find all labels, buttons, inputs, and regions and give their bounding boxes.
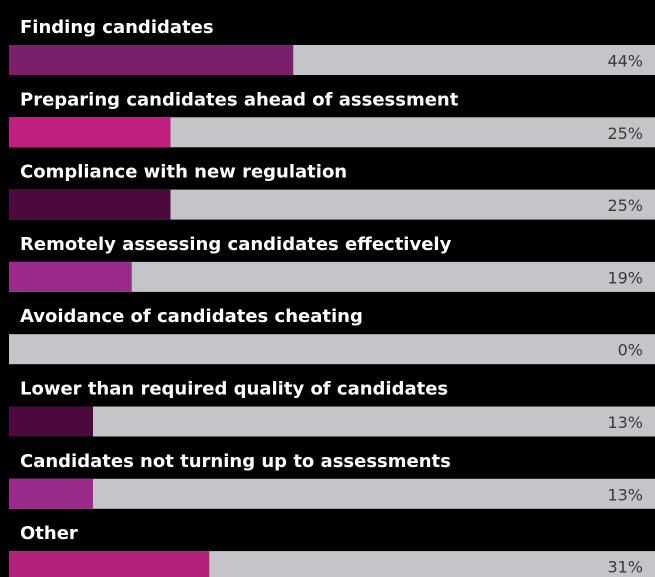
bar	[9, 45, 294, 75]
value-label: 25%	[607, 196, 643, 215]
bar-track	[9, 406, 655, 437]
value-label: 19%	[607, 268, 643, 287]
bar	[9, 189, 171, 220]
category-label: Preparing candidates ahead of assessment	[20, 89, 459, 110]
category-label: Remotely assessing candidates effectivel…	[20, 234, 452, 255]
bar	[9, 261, 132, 292]
category-label: Finding candidates	[20, 17, 214, 38]
category-label: Other	[20, 523, 78, 544]
value-label: 31%	[607, 558, 643, 577]
value-label: 13%	[607, 413, 643, 432]
category-label: Lower than required quality of candidate…	[20, 379, 448, 400]
category-label: Candidates not turning up to assessments	[20, 451, 451, 472]
bar	[9, 406, 93, 437]
bar	[9, 117, 171, 148]
value-label: 44%	[607, 52, 643, 71]
bar-track	[9, 334, 655, 365]
category-label: Avoidance of candidates cheating	[20, 306, 363, 327]
value-label: 25%	[607, 124, 643, 143]
bar	[9, 551, 210, 577]
bar	[9, 478, 93, 509]
value-label: 0%	[618, 341, 643, 360]
bar-track	[9, 478, 655, 509]
value-label: 13%	[607, 485, 643, 504]
category-label: Compliance with new regulation	[20, 162, 347, 183]
